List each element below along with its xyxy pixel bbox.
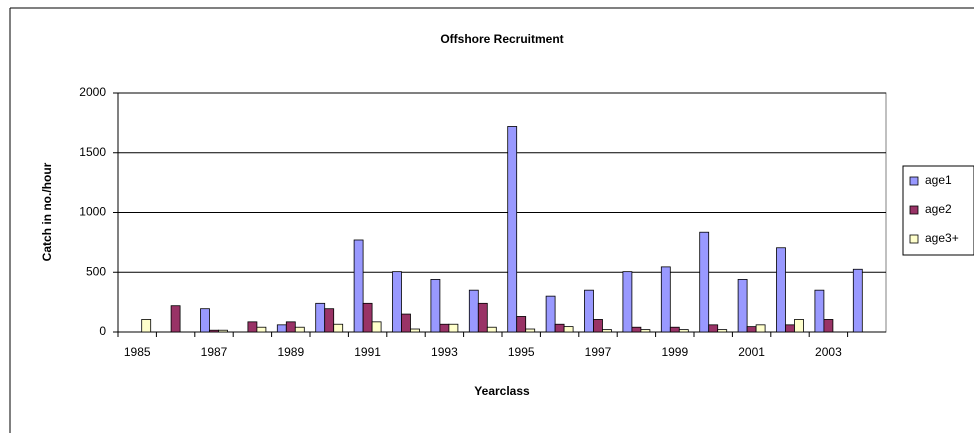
bar: [486, 326, 497, 333]
x-tick-label: 1987: [201, 345, 228, 359]
bar: [294, 326, 305, 333]
bar: [717, 329, 728, 333]
y-tick-label: 1500: [79, 145, 106, 159]
bar: [593, 319, 603, 333]
bar: [256, 326, 267, 333]
y-tick-label: 1000: [79, 205, 106, 219]
legend-swatch: [909, 205, 919, 215]
bar: [218, 329, 228, 333]
bar: [516, 316, 527, 333]
bar: [852, 268, 863, 333]
bar: [410, 328, 420, 333]
bar: [353, 239, 364, 333]
bar: [814, 289, 825, 333]
legend-swatch: [909, 234, 919, 244]
bar: [699, 231, 710, 333]
bar: [401, 313, 411, 333]
legend-label: age3+: [925, 231, 959, 245]
bar: [247, 321, 258, 333]
bar: [678, 329, 689, 333]
bar: [602, 329, 612, 333]
bar: [584, 289, 594, 333]
bar: [640, 329, 651, 333]
legend-swatch: [909, 176, 919, 186]
legend-label: age2: [925, 202, 952, 216]
x-axis-label: Yearclass: [474, 384, 530, 398]
bar: [755, 324, 766, 333]
bar: [507, 126, 518, 333]
x-tick-label: 2003: [815, 345, 842, 359]
y-tick-label: 0: [99, 324, 106, 338]
y-tick-label: 500: [86, 264, 106, 278]
bar: [170, 305, 181, 333]
bar: [324, 308, 335, 333]
bar: [776, 247, 786, 333]
bar: [276, 324, 287, 333]
bar: [794, 319, 804, 333]
bar: [554, 323, 565, 333]
bar: [371, 321, 382, 333]
x-tick-label: 2001: [738, 345, 765, 359]
x-tick-label: 1995: [508, 345, 535, 359]
y-tick-label: 2000: [79, 85, 106, 99]
bar: [708, 324, 719, 333]
bar: [622, 271, 633, 333]
bar: [430, 279, 441, 333]
bar: [362, 302, 373, 333]
x-tick-label: 1985: [124, 345, 151, 359]
bar: [563, 326, 574, 333]
bar: [785, 324, 795, 333]
bar: [525, 328, 536, 333]
bar: [660, 266, 671, 333]
bar: [333, 323, 344, 333]
x-tick-label: 1991: [354, 345, 381, 359]
bar: [823, 319, 834, 333]
x-tick-label: 1989: [277, 345, 304, 359]
bar: [477, 302, 488, 333]
x-tick-label: 1993: [431, 345, 458, 359]
x-tick-label: 1999: [661, 345, 688, 359]
x-tick-label: 1997: [585, 345, 612, 359]
bar: [209, 329, 219, 333]
legend-label: age1: [925, 173, 952, 187]
bar: [746, 326, 757, 333]
bar: [285, 321, 296, 333]
bar: [392, 271, 402, 333]
bar: [468, 289, 479, 333]
bar: [141, 319, 152, 333]
bar: [737, 279, 748, 333]
bar: [448, 323, 459, 333]
bar: [200, 308, 210, 333]
bar: [545, 295, 556, 333]
bar: [439, 323, 450, 333]
y-axis-label: Catch in no./hour: [40, 162, 54, 261]
bar: [631, 326, 642, 333]
bar: [315, 302, 326, 333]
bar: [669, 326, 680, 333]
chart-title: Offshore Recruitment: [440, 32, 563, 46]
